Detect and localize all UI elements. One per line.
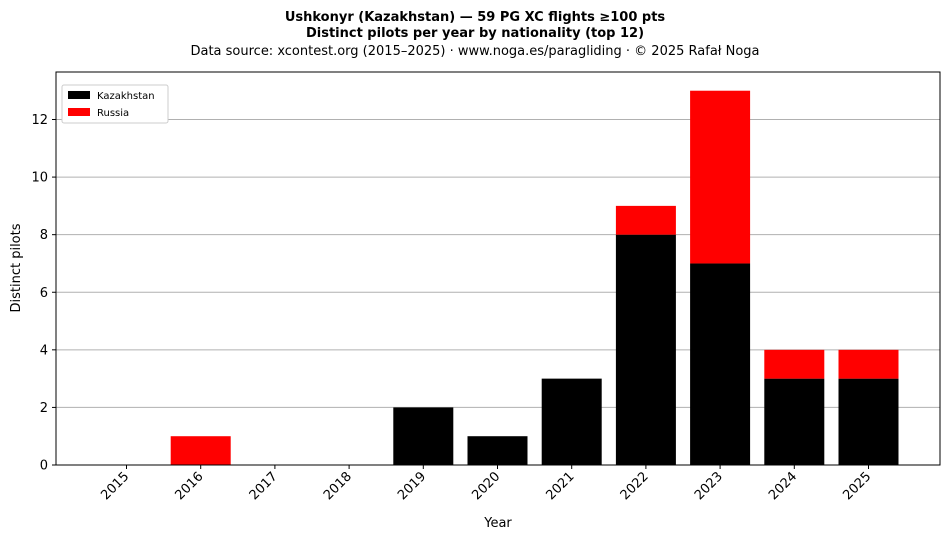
y-tick-label-6: 6 (40, 286, 48, 301)
x-tick-label-2021: 2021 (544, 469, 578, 503)
legend-label-kazakhstan: Kazakhstan (97, 91, 155, 102)
bars (170, 90, 899, 465)
x-tick-label-2023: 2023 (692, 469, 726, 503)
x-axis-ticks: 2015 2016 2017 2018 2019 2020 2021 2022 2023 2024… (98, 465, 874, 503)
y-tick-label-2: 2 (40, 401, 48, 416)
bar-russia-2022 (615, 205, 676, 235)
bar-kazakhstan-2019 (393, 407, 454, 465)
bar-kazakhstan-2020 (467, 436, 528, 465)
title-line-1: Ushkonyr (Kazakhstan) — 59 PG XC flights… (285, 10, 666, 25)
x-tick-label-2024: 2024 (766, 469, 800, 503)
y-tick-label-4: 4 (40, 343, 48, 358)
title-line-3: Data source: xcontest.org (2015–2025) · … (190, 44, 759, 59)
bar-kazakhstan-2024 (764, 378, 825, 465)
x-tick-label-2020: 2020 (469, 469, 503, 503)
title-line-2: Distinct pilots per year by nationality … (306, 26, 644, 41)
bar-russia-2023 (690, 90, 751, 264)
bar-kazakhstan-2023 (690, 263, 751, 465)
y-axis-label: Distinct pilots (9, 223, 24, 312)
y-tick-label-0: 0 (40, 459, 48, 474)
legend: Kazakhstan Russia (61, 84, 169, 124)
bar-russia-2025 (838, 349, 899, 379)
legend-swatch-russia (68, 108, 90, 116)
x-tick-label-2015: 2015 (98, 469, 132, 503)
bar-kazakhstan-2022 (615, 234, 676, 465)
bar-kazakhstan-2021 (541, 378, 602, 465)
x-tick-label-2018: 2018 (321, 469, 355, 503)
y-tick-label-8: 8 (40, 228, 48, 243)
y-tick-label-10: 10 (31, 171, 48, 186)
legend-swatch-kazakhstan (68, 91, 90, 99)
x-tick-label-2022: 2022 (618, 469, 652, 503)
x-tick-label-2019: 2019 (395, 469, 429, 503)
chart-title: Ushkonyr (Kazakhstan) — 59 PG XC flights… (190, 10, 759, 59)
x-axis-label: Year (483, 516, 512, 531)
y-tick-label-12: 12 (31, 113, 48, 128)
bar-russia-2024 (764, 349, 825, 379)
x-tick-label-2016: 2016 (173, 469, 207, 503)
legend-label-russia: Russia (97, 108, 129, 119)
bar-russia-2016 (170, 436, 231, 465)
bar-kazakhstan-2025 (838, 378, 899, 465)
y-axis-ticks: 0 2 4 6 8 10 12 (31, 113, 56, 474)
x-tick-label-2025: 2025 (840, 469, 874, 503)
x-tick-label-2017: 2017 (247, 469, 281, 503)
